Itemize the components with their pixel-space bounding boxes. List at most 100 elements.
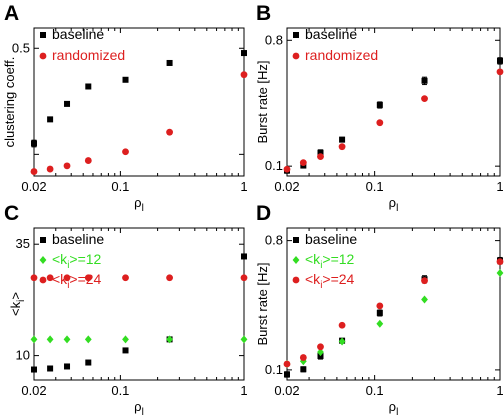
data-point [122,347,129,354]
data-point [299,354,307,361]
data-point [30,335,38,344]
series-circle [30,274,248,282]
x-axis-label: ρl [134,195,144,214]
legend-entry: randomized [292,47,378,63]
legend-label: <ki>=12 [305,251,355,271]
legend-marker [40,32,46,38]
data-point [30,274,38,282]
legend-label: <ki>=24 [52,271,102,291]
data-point [421,95,428,103]
legend-entry: randomized [39,47,125,63]
legend-entry: <ki>=12 [39,251,102,271]
x-tick-label: 0.1 [366,383,384,398]
panel-letter: A [4,2,19,25]
series-circle [283,258,504,368]
data-point [338,337,346,346]
series-diamond [30,335,248,344]
data-point [84,157,92,164]
y-tick-label: 0.8 [265,233,283,248]
data-point [84,274,92,282]
data-point [241,253,247,260]
legend-marker [292,256,300,264]
data-point [46,165,54,173]
data-point [496,258,504,266]
legend-label: randomized [305,47,378,63]
data-point [421,295,428,304]
y-axis-label: Burst rate [Hz] [255,60,270,143]
data-point [166,335,173,344]
data-point [122,335,129,344]
series-circle [30,71,248,175]
legend-entry: <ki>=24 [39,271,102,291]
legend-entry: <ki>=12 [292,251,355,271]
y-tick-label: 10 [16,348,30,363]
data-point [84,335,92,344]
legend-label: <ki>=24 [305,271,355,291]
legend-entry: baseline [293,231,357,247]
data-point [122,148,129,156]
series-circle [283,68,504,173]
y-axis-label: clustering coeff. [2,57,17,148]
y-axis-label: <ki> [8,292,27,316]
legend-entry: baseline [40,231,104,247]
data-point [376,309,383,316]
data-point [85,83,92,90]
axes-frame [286,27,501,177]
data-point [46,335,54,344]
legend-label: baseline [52,231,104,247]
data-point [63,335,71,344]
data-point [497,57,503,64]
data-point [299,159,307,167]
x-tick-label: 0.02 [21,179,46,194]
data-point [376,302,384,310]
data-point [31,140,37,147]
data-point [166,59,173,66]
data-point [240,335,248,344]
data-point [85,359,92,366]
x-tick-label: 0.02 [21,383,46,398]
data-point [47,365,54,372]
data-point [496,269,504,278]
x-axis-label: ρl [389,399,399,416]
panel-c: C 0.02 0.1 1 10 35 ρl <ki> baseline <ki>=12<ki>=2… [4,202,248,416]
panel-a: A 0.02 0.1 1 0.5 ρl clustering coeff. baseline r… [2,2,248,214]
panel-b: B 0.02 0.1 1 0.1 0.8 ρl Burst rate [Hz] baseline… [255,2,504,214]
x-tick-label: 0.02 [274,383,299,398]
legend-label: baseline [305,26,357,42]
x-tick-label: 0.02 [274,179,299,194]
panel-letter: C [4,202,19,225]
panel-letter: D [256,202,271,225]
axes-frame [33,27,245,177]
data-point [240,71,248,79]
data-point [339,136,346,143]
x-tick-label: 1 [240,179,247,194]
x-tick-label: 1 [240,383,247,398]
data-point [300,366,307,373]
legend-marker [39,256,47,264]
x-axis-label: ρl [389,195,399,214]
data-point [284,371,290,378]
legend-marker [292,276,300,284]
legend-marker [293,32,299,38]
legend-entry: baseline [40,26,104,42]
legend-label: baseline [52,26,104,42]
y-tick-label: 0.8 [265,32,283,47]
data-point [338,143,346,151]
data-point [64,100,71,107]
data-point [317,149,324,156]
legend-entry: baseline [293,26,357,42]
legend-marker [40,237,46,243]
legend-marker [39,276,47,284]
data-point [166,128,173,136]
x-tick-label: 0.1 [366,179,384,194]
data-point [338,321,346,329]
x-axis-label: ρl [134,399,144,416]
legend-label: baseline [305,231,357,247]
legend-marker [39,52,47,60]
data-point [240,274,248,282]
data-point [122,76,129,83]
legend-marker [292,52,300,60]
legend-label: randomized [52,47,125,63]
data-point [283,360,291,368]
